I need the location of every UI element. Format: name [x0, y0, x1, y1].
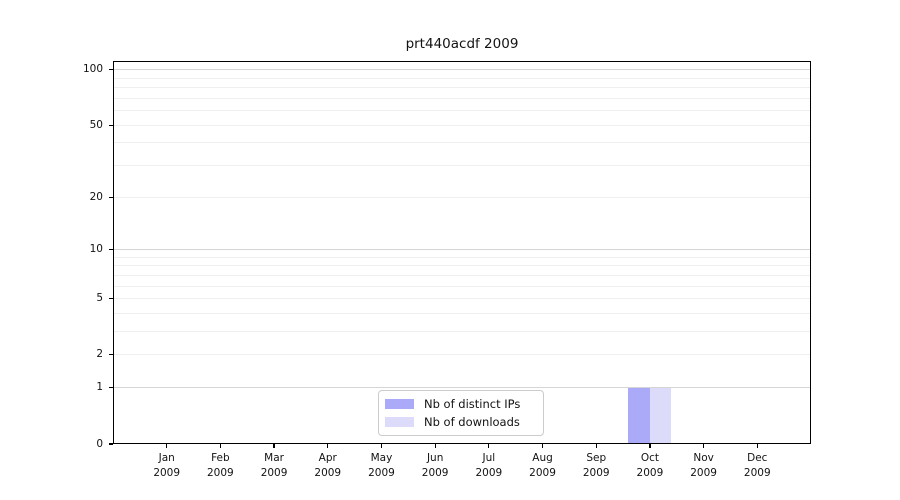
x-tick-month: Jun	[426, 452, 444, 464]
y-tick-mark-5	[109, 298, 113, 300]
x-tick-mark-dec	[756, 444, 758, 448]
x-tick-mark-sep	[595, 444, 597, 448]
x-tick-year: 2009	[260, 467, 288, 479]
gridline-major-10	[113, 248, 811, 251]
x-tick-mark-jun	[434, 444, 436, 448]
x-tick-month: Aug	[532, 452, 553, 464]
legend-label-downloads: Nb of downloads	[424, 415, 520, 429]
y-tick-mark-10	[109, 248, 113, 251]
gridline-minor-90	[113, 77, 811, 79]
x-tick-label-feb: Feb 2009	[192, 451, 248, 481]
y-tick-label-2: 2	[96, 348, 103, 361]
y-tick-label-5: 5	[96, 292, 103, 305]
gridline-minor-40	[113, 142, 811, 144]
legend-swatch-distinct-ips-icon	[385, 399, 414, 409]
gridline-minor-8	[113, 265, 811, 267]
x-tick-year: 2009	[153, 467, 181, 479]
gridline-minor-80	[113, 87, 811, 89]
x-tick-mark-oct	[649, 444, 651, 448]
x-tick-month: Feb	[211, 452, 230, 464]
x-tick-label-apr: Apr 2009	[300, 451, 356, 481]
x-tick-year: 2009	[636, 467, 664, 479]
y-tick-mark-20	[109, 196, 113, 198]
x-tick-month: Jan	[158, 452, 175, 464]
y-tick-label-100: 100	[82, 63, 103, 76]
chart-title: prt440acdf 2009	[405, 36, 519, 52]
x-tick-mark-aug	[541, 444, 544, 448]
gridline-minor-70	[113, 97, 811, 99]
gridline-minor-60	[113, 110, 811, 112]
x-tick-mark-jan	[166, 444, 168, 448]
gridline-minor-50	[113, 124, 811, 126]
y-tick-mark-1	[109, 387, 113, 389]
x-tick-year: 2009	[690, 467, 717, 479]
x-tick-year: 2009	[475, 467, 503, 479]
x-tick-month: Nov	[693, 452, 714, 464]
x-tick-month: Oct	[640, 452, 659, 464]
x-tick-label-jan: Jan 2009	[139, 451, 195, 481]
x-tick-year: 2009	[421, 467, 449, 479]
x-tick-year: 2009	[314, 467, 342, 479]
x-tick-label-jul: Jul 2009	[461, 451, 517, 481]
y-tick-label-10: 10	[89, 243, 103, 256]
y-tick-mark-2	[109, 354, 113, 356]
y-tick-mark-100	[109, 69, 113, 71]
x-tick-month: Sep	[586, 452, 607, 464]
x-tick-label-mar: Mar 2009	[246, 451, 302, 481]
y-tick-mark-50	[109, 124, 113, 126]
gridline-major-1	[113, 387, 811, 389]
legend: Nb of distinct IPs Nb of downloads	[378, 390, 544, 436]
x-tick-year: 2009	[582, 467, 610, 479]
x-tick-mark-jul	[488, 444, 490, 448]
y-tick-label-0: 0	[96, 437, 103, 450]
plot-area	[113, 61, 811, 444]
x-tick-year: 2009	[743, 467, 771, 479]
x-tick-month: Dec	[747, 452, 768, 464]
legend-label-distinct-ips: Nb of distinct IPs	[424, 397, 521, 411]
x-tick-label-sep: Sep 2009	[568, 451, 624, 481]
legend-item-downloads: Nb of downloads	[385, 415, 535, 429]
bar-nb-of-downloads-oct	[649, 387, 672, 443]
x-tick-label-nov: Nov 2009	[676, 451, 732, 481]
gridline-minor-7	[113, 274, 811, 276]
x-tick-label-jun: Jun 2009	[407, 451, 463, 481]
y-tick-label-1: 1	[96, 381, 103, 394]
x-tick-month: Jul	[482, 452, 496, 464]
x-tick-mark-may	[380, 444, 383, 448]
gridline-major-100	[113, 69, 811, 71]
x-tick-month: May	[370, 452, 393, 464]
x-tick-mark-apr	[327, 444, 329, 448]
y-tick-label-50: 50	[89, 118, 103, 131]
gridline-minor-5	[113, 298, 811, 300]
x-tick-year: 2009	[368, 467, 395, 479]
x-tick-year: 2009	[529, 467, 556, 479]
gridline-minor-6	[113, 285, 811, 287]
x-tick-label-aug: Aug 2009	[515, 451, 571, 481]
gridline-minor-30	[113, 165, 811, 167]
legend-swatch-downloads-icon	[385, 417, 414, 427]
legend-item-distinct-ips: Nb of distinct IPs	[385, 397, 535, 411]
y-tick-label-20: 20	[89, 190, 103, 203]
gridline-minor-4	[113, 312, 811, 314]
x-tick-mark-nov	[703, 444, 705, 448]
x-tick-label-may: May 2009	[353, 451, 409, 481]
gridline-minor-9	[113, 256, 811, 258]
bar-nb-of-distinct-ips-oct	[628, 387, 650, 443]
x-tick-mark-feb	[219, 444, 221, 448]
x-tick-month: Mar	[264, 452, 284, 464]
gridline-minor-3	[113, 331, 811, 333]
gridline-minor-2	[113, 354, 811, 356]
x-tick-label-oct: Oct 2009	[622, 451, 678, 481]
y-tick-mark-0	[109, 443, 113, 445]
x-tick-year: 2009	[207, 467, 234, 479]
x-tick-label-dec: Dec 2009	[729, 451, 785, 481]
x-tick-month: Apr	[318, 452, 337, 464]
gridline-minor-20	[113, 196, 811, 198]
x-tick-mark-mar	[273, 444, 275, 448]
